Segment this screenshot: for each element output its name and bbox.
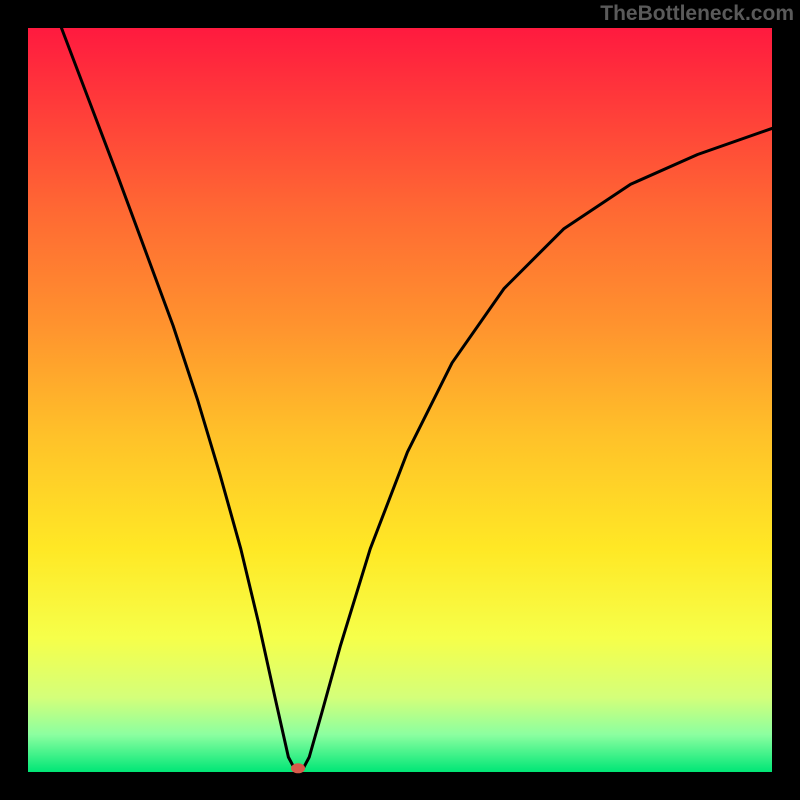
chart-container: TheBottleneck.com xyxy=(0,0,800,800)
attribution-text: TheBottleneck.com xyxy=(600,2,794,26)
minimum-marker xyxy=(291,763,305,773)
plot-area xyxy=(28,28,772,772)
chart-svg xyxy=(0,0,800,800)
